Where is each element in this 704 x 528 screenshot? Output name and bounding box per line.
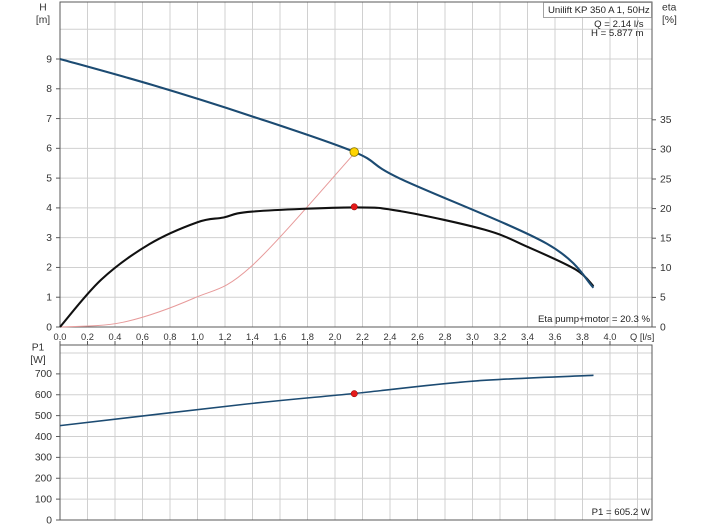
svg-text:0.4: 0.4 [109,332,122,342]
svg-text:0: 0 [46,515,52,526]
svg-text:2.4: 2.4 [384,332,397,342]
svg-text:300: 300 [35,453,52,464]
svg-text:0: 0 [46,322,52,333]
svg-text:Eta pump+motor = 20.3 %: Eta pump+motor = 20.3 % [538,314,650,325]
svg-text:P1: P1 [32,343,45,354]
svg-text:600: 600 [35,390,52,401]
svg-text:100: 100 [35,494,52,505]
svg-text:3.8: 3.8 [576,332,589,342]
svg-text:1: 1 [46,293,52,304]
svg-text:400: 400 [35,432,52,443]
svg-text:35: 35 [660,115,672,126]
svg-text:15: 15 [660,234,672,245]
svg-text:0.2: 0.2 [81,332,94,342]
svg-text:2.8: 2.8 [439,332,452,342]
svg-text:H = 5.877 m: H = 5.877 m [591,28,644,39]
svg-text:4: 4 [46,203,52,214]
svg-text:3.4: 3.4 [521,332,534,342]
svg-text:8: 8 [46,84,52,95]
svg-text:30: 30 [660,145,672,156]
svg-text:2.6: 2.6 [411,332,424,342]
svg-text:6: 6 [46,144,52,155]
svg-text:3.2: 3.2 [494,332,507,342]
svg-text:5: 5 [46,173,52,184]
svg-text:700: 700 [35,369,52,380]
svg-text:[m]: [m] [36,15,50,26]
svg-text:500: 500 [35,411,52,422]
svg-text:2.0: 2.0 [329,332,342,342]
svg-text:4.0: 4.0 [604,332,617,342]
svg-text:1.0: 1.0 [191,332,204,342]
svg-text:1.2: 1.2 [219,332,232,342]
svg-text:0.6: 0.6 [136,332,149,342]
svg-text:Unilift KP 350 A 1, 50Hz: Unilift KP 350 A 1, 50Hz [548,5,650,16]
svg-text:5: 5 [660,293,666,304]
svg-text:H: H [39,3,46,14]
svg-text:20: 20 [660,204,672,215]
svg-text:Q [l/s]: Q [l/s] [630,332,654,342]
svg-text:2: 2 [46,263,52,274]
svg-text:[%]: [%] [662,15,677,26]
svg-text:3: 3 [46,233,52,244]
svg-text:2.2: 2.2 [356,332,369,342]
svg-text:3.6: 3.6 [549,332,562,342]
svg-text:1.4: 1.4 [246,332,259,342]
svg-text:1.6: 1.6 [274,332,287,342]
svg-text:eta: eta [662,3,677,14]
svg-text:7: 7 [46,114,52,125]
svg-text:25: 25 [660,174,672,185]
svg-text:[W]: [W] [30,355,46,366]
svg-text:200: 200 [35,474,52,485]
svg-text:P1 = 605.2 W: P1 = 605.2 W [592,507,651,518]
svg-text:0.8: 0.8 [164,332,177,342]
svg-text:1.8: 1.8 [301,332,314,342]
svg-text:9: 9 [46,54,52,65]
svg-text:10: 10 [660,263,672,274]
svg-text:0.0: 0.0 [54,332,67,342]
svg-text:0: 0 [660,322,666,333]
svg-text:3.0: 3.0 [466,332,479,342]
